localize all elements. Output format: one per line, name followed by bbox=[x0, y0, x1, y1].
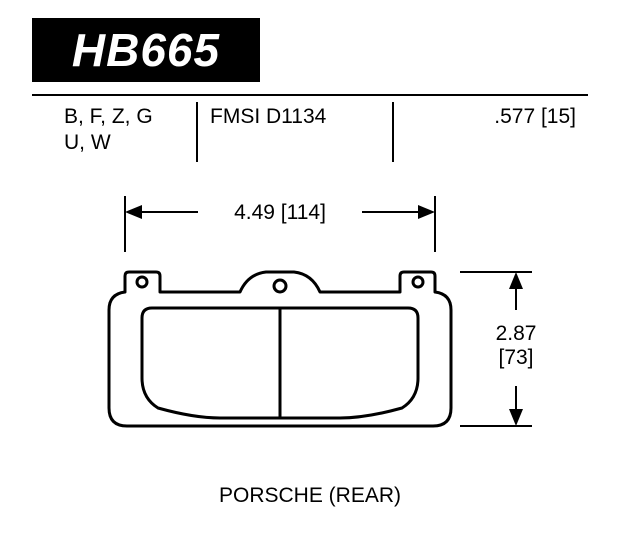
brake-pad-outline bbox=[109, 272, 451, 426]
brake-pad-diagram: 4.49 [114] 2.87 [73] bbox=[70, 186, 570, 466]
part-number-banner: HB665 bbox=[32, 18, 260, 82]
compound-codes: B, F, Z, G U, W bbox=[64, 104, 194, 157]
thickness-spec: .577 [15] bbox=[494, 104, 576, 130]
application-caption: PORSCHE (REAR) bbox=[0, 484, 620, 508]
svg-text:2.87: 2.87 bbox=[496, 322, 537, 345]
part-number-text: HB665 bbox=[72, 23, 220, 77]
divider-horizontal bbox=[32, 94, 588, 96]
svg-text:[73]: [73] bbox=[498, 346, 533, 369]
fmsi-code: FMSI D1134 bbox=[210, 104, 326, 130]
height-dimension: 2.87 [73] bbox=[460, 272, 536, 426]
svg-text:4.49 [114]: 4.49 [114] bbox=[234, 201, 326, 224]
compound-line-2: U, W bbox=[64, 130, 194, 156]
divider-vertical-1 bbox=[196, 102, 198, 162]
divider-vertical-2 bbox=[392, 102, 394, 162]
width-dimension: 4.49 [114] bbox=[125, 196, 435, 252]
compound-line-1: B, F, Z, G bbox=[64, 104, 194, 130]
